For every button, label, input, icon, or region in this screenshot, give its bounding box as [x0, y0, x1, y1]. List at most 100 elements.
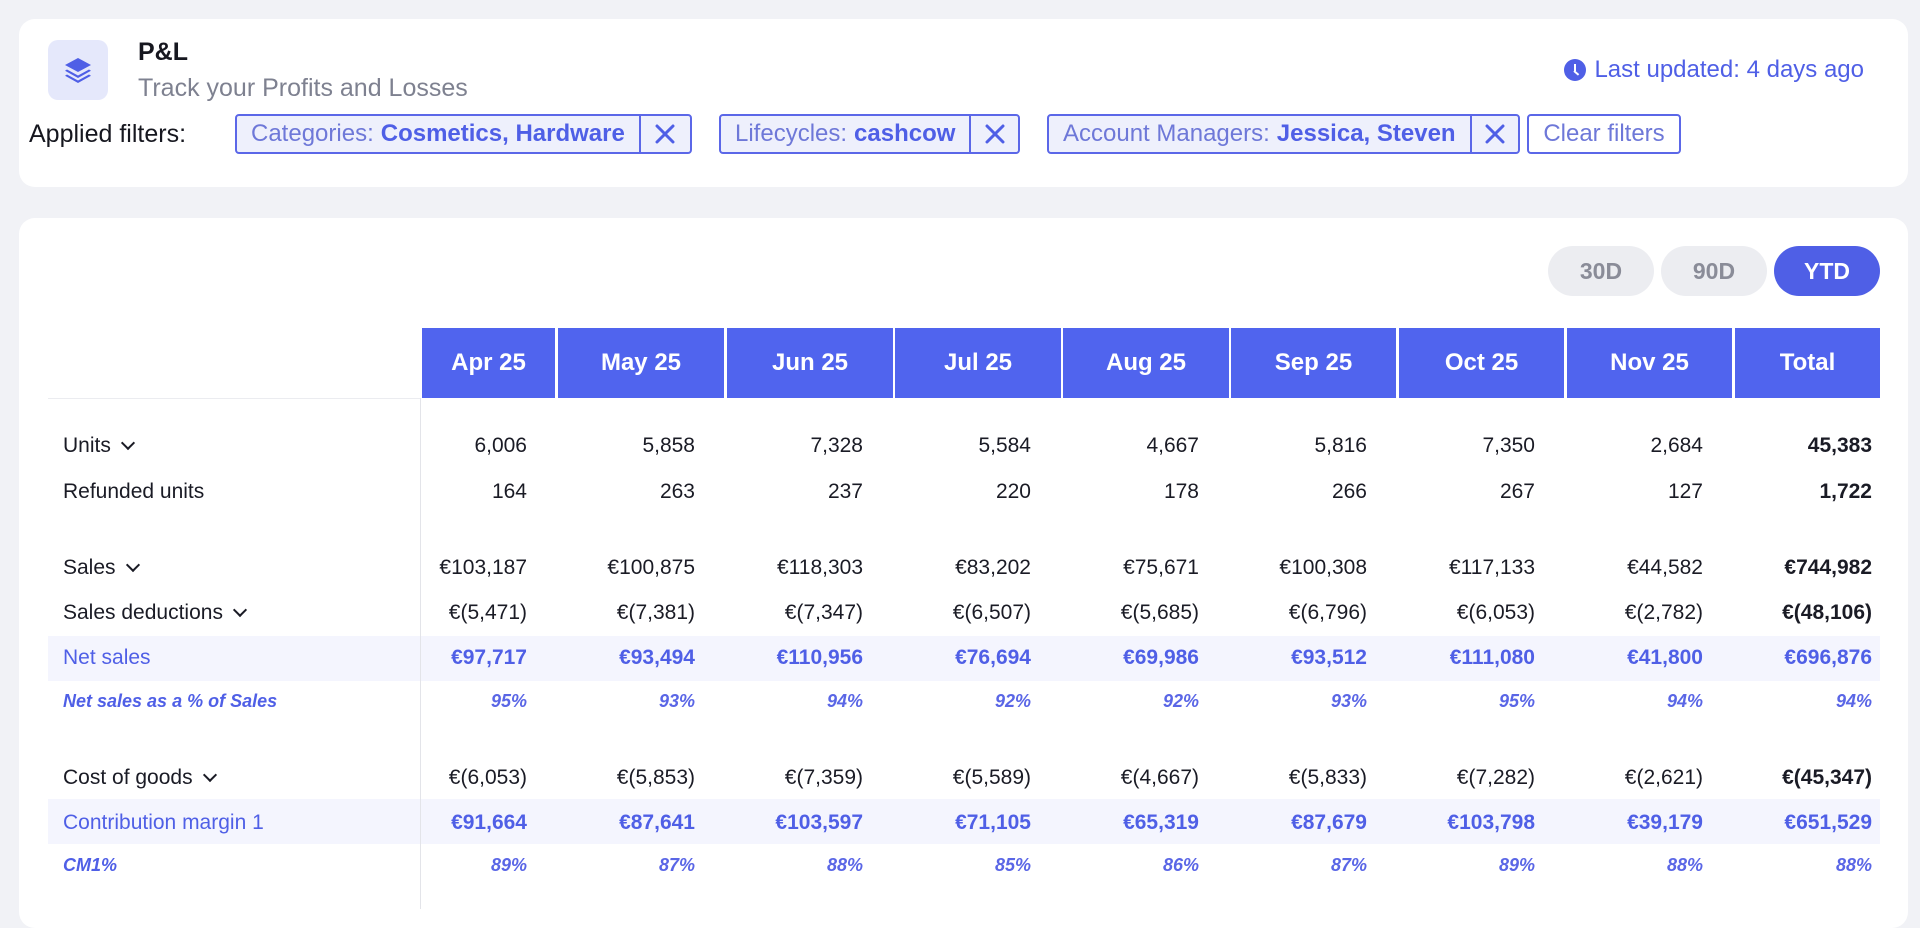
table-cell: €(5,853): [616, 766, 695, 789]
row-label[interactable]: Sales: [63, 554, 140, 582]
remove-filter-button[interactable]: [969, 116, 1018, 152]
table-cell: 95%: [1498, 691, 1535, 711]
table-cell: 88%: [1835, 855, 1872, 875]
table-cell: 2,684: [1650, 434, 1703, 457]
table-cell: 6,006: [474, 434, 527, 457]
row-label-text: Net sales: [63, 646, 151, 669]
column-header: Jun 25: [727, 328, 893, 398]
close-icon: [655, 124, 675, 144]
period-ytd-button[interactable]: YTD: [1774, 246, 1880, 296]
chevron-down-icon[interactable]: [202, 767, 217, 783]
table-cell: 87%: [1330, 855, 1367, 875]
row-label-text: Sales deductions: [63, 601, 223, 624]
table-cell: €75,671: [1123, 556, 1199, 579]
table-cell: €93,512: [1291, 646, 1367, 669]
table-cell: 164: [491, 480, 527, 503]
table-cell: €100,308: [1279, 556, 1367, 579]
column-header: Sep 25: [1231, 328, 1396, 398]
row-label-text: Sales: [63, 556, 116, 579]
page-subtitle: Track your Profits and Losses: [138, 74, 468, 102]
table-cell: €(48,106): [1782, 601, 1872, 624]
table-cell: 45,383: [1807, 434, 1872, 457]
table-cell: €103,187: [439, 556, 527, 579]
table-cell: 263: [659, 480, 695, 503]
column-header: Jul 25: [895, 328, 1061, 398]
chevron-down-icon[interactable]: [125, 557, 140, 573]
filter-chip-key: Categories:: [251, 120, 374, 147]
page-title: P&L: [138, 38, 188, 66]
table-cell: €696,876: [1784, 646, 1872, 669]
filter-chip-value: cashcow: [854, 120, 956, 147]
table-cell: 86%: [1162, 855, 1199, 875]
row-label-text: Units: [63, 434, 111, 457]
row-highlight: [48, 636, 1880, 681]
table-cell: €(7,347): [784, 601, 863, 624]
table-cell: 89%: [490, 855, 527, 875]
table-cell: €(6,507): [952, 601, 1031, 624]
row-label[interactable]: Units: [63, 432, 135, 460]
table-cell: €(2,621): [1624, 766, 1703, 789]
header-divider: [48, 398, 420, 399]
row-label: Net sales: [63, 644, 151, 672]
row-label: Refunded units: [63, 478, 204, 506]
table-cell: €(7,359): [784, 766, 863, 789]
table-cell: €103,597: [775, 811, 863, 834]
table-cell: 127: [1667, 480, 1703, 503]
close-icon: [985, 124, 1005, 144]
row-highlight: [48, 799, 1880, 844]
table-cell: €83,202: [955, 556, 1031, 579]
table-cell: €(6,796): [1288, 601, 1367, 624]
chevron-down-icon[interactable]: [120, 435, 135, 451]
layers-icon: [48, 40, 108, 100]
table-cell: €93,494: [619, 646, 695, 669]
table-cell: 5,816: [1314, 434, 1367, 457]
row-label: CM1%: [63, 853, 117, 877]
table-cell: €100,875: [607, 556, 695, 579]
filter-chip-categories: Categories: Cosmetics, Hardware: [235, 114, 692, 154]
column-header: Oct 25: [1399, 328, 1564, 398]
table-cell: €87,679: [1291, 811, 1367, 834]
table-cell: €744,982: [1784, 556, 1872, 579]
table-cell: €(6,053): [1456, 601, 1535, 624]
table-cell: €(5,589): [952, 766, 1031, 789]
table-cell: €(6,053): [448, 766, 527, 789]
table-cell: €41,800: [1627, 646, 1703, 669]
table-cell: 88%: [826, 855, 863, 875]
table-cell: 220: [995, 480, 1031, 503]
table-cell: €103,798: [1447, 811, 1535, 834]
remove-filter-button[interactable]: [638, 116, 690, 152]
period-30d-button[interactable]: 30D: [1548, 246, 1654, 296]
table-cell: 87%: [658, 855, 695, 875]
table-cell: 266: [1331, 480, 1367, 503]
table-cell: €117,133: [1448, 556, 1535, 579]
chevron-down-icon[interactable]: [232, 602, 248, 618]
table-cell: €87,641: [619, 811, 695, 834]
table-cell: €(5,833): [1288, 766, 1367, 789]
table-cell: 267: [1499, 480, 1535, 503]
row-label-text: Cost of goods: [63, 766, 193, 789]
table-cell: €(4,667): [1120, 766, 1199, 789]
remove-filter-button[interactable]: [1469, 116, 1518, 152]
period-90d-button[interactable]: 90D: [1661, 246, 1767, 296]
table-cell: €65,319: [1123, 811, 1199, 834]
last-updated-text: Last updated: 4 days ago: [1594, 56, 1864, 83]
column-header: May 25: [558, 328, 724, 398]
column-header: Total: [1735, 328, 1880, 398]
table-cell: 88%: [1666, 855, 1703, 875]
table-cell: 93%: [1330, 691, 1367, 711]
row-label[interactable]: Cost of goods: [63, 764, 217, 792]
table-cell: €44,582: [1627, 556, 1703, 579]
table-cell: €(45,347): [1782, 766, 1872, 789]
table-cell: €(2,782): [1624, 601, 1703, 624]
table-cell: 95%: [490, 691, 527, 711]
table-cell: €(5,471): [448, 601, 527, 624]
table-cell: €97,717: [451, 646, 527, 669]
table-cell: 178: [1163, 480, 1199, 503]
table-cell: 89%: [1498, 855, 1535, 875]
table-cell: 92%: [994, 691, 1031, 711]
filter-chip-key: Lifecycles:: [735, 120, 848, 147]
filter-chip-value: Jessica, Steven: [1276, 120, 1456, 147]
clear-filters-button[interactable]: Clear filters: [1527, 114, 1681, 154]
row-label: Net sales as a % of Sales: [63, 689, 277, 713]
row-label[interactable]: Sales deductions: [63, 599, 248, 627]
